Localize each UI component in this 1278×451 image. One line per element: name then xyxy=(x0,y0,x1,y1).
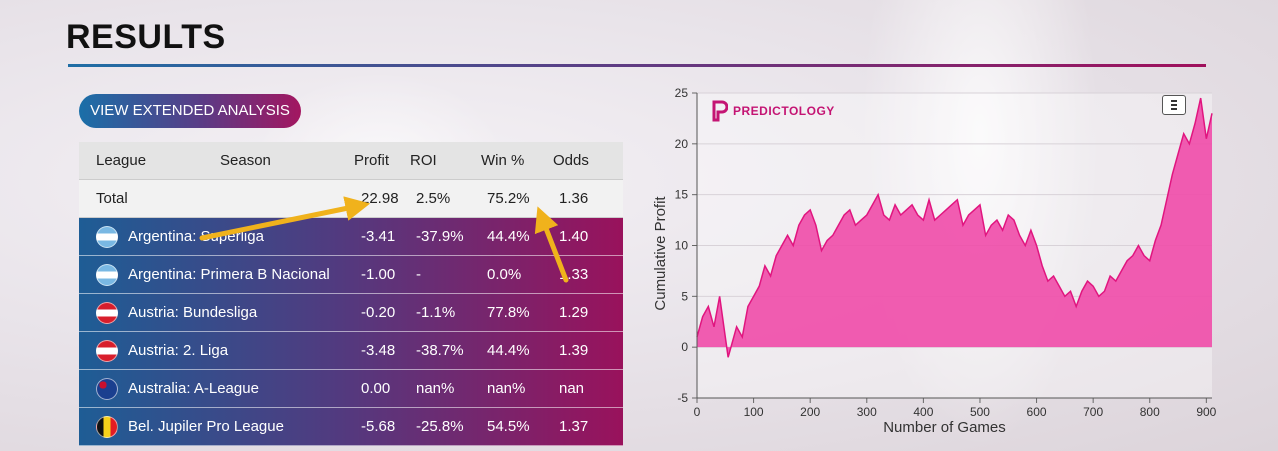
x-tick-label: 900 xyxy=(1196,405,1216,419)
row-profit: -0.20 xyxy=(361,304,396,321)
league-name: Bel. Jupiler Pro League xyxy=(128,418,284,435)
header-win[interactable]: Win % xyxy=(481,152,525,169)
total-win: 75.2% xyxy=(487,190,530,207)
profit-chart-svg: -5 0 5 10 15 20 25 0 100 200 300 400 500 600 700 800 900… xyxy=(652,86,1217,436)
y-tick-label: 0 xyxy=(681,340,688,354)
predictology-logo-icon xyxy=(712,100,728,122)
belgium-flag-icon xyxy=(96,415,118,438)
chart-menu-button[interactable] xyxy=(1162,95,1186,115)
page-title: RESULTS xyxy=(66,18,226,56)
league-name: Austria: Bundesliga xyxy=(128,304,258,321)
row-odds: 1.29 xyxy=(559,304,589,321)
row-win: nan% xyxy=(487,380,526,397)
x-tick-label: 800 xyxy=(1140,405,1160,419)
header-roi[interactable]: ROI xyxy=(410,152,437,169)
row-roi: -38.7% xyxy=(416,342,464,359)
x-tick-label: 400 xyxy=(913,405,933,419)
row-roi: -1.1% xyxy=(416,304,456,321)
league-name: Australia: A-League xyxy=(128,380,259,397)
table-row[interactable]: Australia: A-League 0.00 nan% nan% nan xyxy=(79,370,623,408)
logo-text: PREDICTOLOGY xyxy=(733,104,835,118)
row-roi: -37.9% xyxy=(416,228,464,245)
x-axis-label: Number of Games xyxy=(883,419,1006,436)
profit-series-line xyxy=(696,97,1213,358)
argentina-flag-icon xyxy=(96,225,118,248)
total-odds: 1.36 xyxy=(559,190,589,207)
row-odds: 1.39 xyxy=(559,342,589,359)
table-header: League Season Profit ROI Win % Odds xyxy=(79,142,623,180)
table-row[interactable]: Austria: Bundesliga -0.20 -1.1% 77.8% 1.… xyxy=(79,294,623,332)
y-tick-label: -5 xyxy=(677,391,688,405)
row-win: 77.8% xyxy=(487,304,530,321)
row-profit: -5.68 xyxy=(361,418,396,435)
header-league[interactable]: League xyxy=(96,152,147,169)
hamburger-menu-icon xyxy=(1171,100,1177,110)
austria-flag-icon xyxy=(96,339,118,362)
league-name: Austria: 2. Liga xyxy=(128,342,229,359)
table-row[interactable]: Argentina: Primera B Nacional -1.00 - 0.… xyxy=(79,256,623,294)
row-odds: nan xyxy=(559,380,585,397)
y-tick-label: 5 xyxy=(681,289,688,303)
x-tick-label: 700 xyxy=(1083,405,1103,419)
y-tick-label: 10 xyxy=(675,239,689,253)
row-odds: 1.37 xyxy=(559,418,589,435)
row-win: 54.5% xyxy=(487,418,530,435)
australia-flag-icon xyxy=(96,377,118,400)
header-season[interactable]: Season xyxy=(220,152,271,169)
x-tick-label: 500 xyxy=(970,405,990,419)
arrow-to-win xyxy=(534,206,569,283)
row-profit: -3.41 xyxy=(361,228,396,245)
y-tick-label: 20 xyxy=(675,137,689,151)
profit-area xyxy=(697,98,1212,358)
table-row[interactable]: Austria: 2. Liga -3.48 -38.7% 44.4% 1.39 xyxy=(79,332,623,370)
row-win: 44.4% xyxy=(487,228,530,245)
y-tick-label: 15 xyxy=(675,188,689,202)
header-odds[interactable]: Odds xyxy=(553,152,589,169)
predictology-logo: PREDICTOLOGY xyxy=(712,100,835,122)
row-roi: - xyxy=(416,266,421,283)
table-row[interactable]: Argentina: Superliga -3.41 -37.9% 44.4% … xyxy=(79,218,623,256)
x-tick-label: 0 xyxy=(694,405,701,419)
y-tick-label: 25 xyxy=(675,86,689,100)
row-odds: 1.40 xyxy=(559,228,589,245)
austria-flag-icon xyxy=(96,301,118,324)
title-divider xyxy=(68,64,1206,67)
x-tick-label: 600 xyxy=(1027,405,1047,419)
table-row[interactable]: Bel. Jupiler Pro League -5.68 -25.8% 54.… xyxy=(79,408,623,446)
x-tick-label: 300 xyxy=(857,405,877,419)
x-tick-label: 100 xyxy=(744,405,764,419)
row-win: 44.4% xyxy=(487,342,530,359)
view-extended-analysis-button[interactable]: VIEW EXTENDED ANALYSIS xyxy=(79,94,301,128)
total-profit: 22.98 xyxy=(361,190,399,207)
y-axis-label: Cumulative Profit xyxy=(652,196,669,311)
total-label: Total xyxy=(96,190,128,207)
row-profit: 0.00 xyxy=(361,380,391,397)
row-win: 0.0% xyxy=(487,266,522,283)
row-profit: -1.00 xyxy=(361,266,396,283)
arrow-to-profit xyxy=(199,196,371,241)
league-name: Argentina: Primera B Nacional xyxy=(128,266,330,283)
row-profit: -3.48 xyxy=(361,342,396,359)
header-profit[interactable]: Profit xyxy=(354,152,390,169)
argentina-flag-icon xyxy=(96,263,118,286)
profit-chart: -5 0 5 10 15 20 25 0 100 200 300 400 500 600 700 800 900… xyxy=(640,78,1230,451)
row-roi: nan% xyxy=(416,380,455,397)
row-roi: -25.8% xyxy=(416,418,464,435)
total-roi: 2.5% xyxy=(416,190,451,207)
x-tick-label: 200 xyxy=(800,405,820,419)
